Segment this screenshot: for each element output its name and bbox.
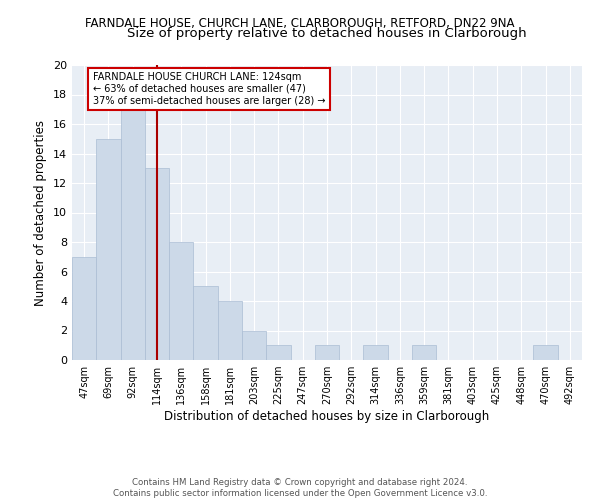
X-axis label: Distribution of detached houses by size in Clarborough: Distribution of detached houses by size … (164, 410, 490, 423)
Bar (193, 286, 218, 360)
Bar (412, 345, 436, 360)
Bar (364, 345, 388, 360)
Text: FARNDALE HOUSE, CHURCH LANE, CLARBOROUGH, RETFORD, DN22 9NA: FARNDALE HOUSE, CHURCH LANE, CLARBOROUGH… (85, 18, 515, 30)
Text: Contains HM Land Registry data © Crown copyright and database right 2024.
Contai: Contains HM Land Registry data © Crown c… (113, 478, 487, 498)
Bar (266, 345, 290, 360)
Bar (145, 168, 169, 360)
Title: Size of property relative to detached houses in Clarborough: Size of property relative to detached ho… (127, 27, 527, 40)
Bar (169, 242, 193, 360)
Bar (96, 138, 121, 360)
Bar (121, 110, 145, 360)
Bar (218, 301, 242, 360)
Y-axis label: Number of detached properties: Number of detached properties (34, 120, 47, 306)
Bar (315, 345, 339, 360)
Bar (242, 330, 266, 360)
Text: FARNDALE HOUSE CHURCH LANE: 124sqm
← 63% of detached houses are smaller (47)
37%: FARNDALE HOUSE CHURCH LANE: 124sqm ← 63%… (92, 72, 325, 106)
Bar (533, 345, 558, 360)
Bar (72, 257, 96, 360)
